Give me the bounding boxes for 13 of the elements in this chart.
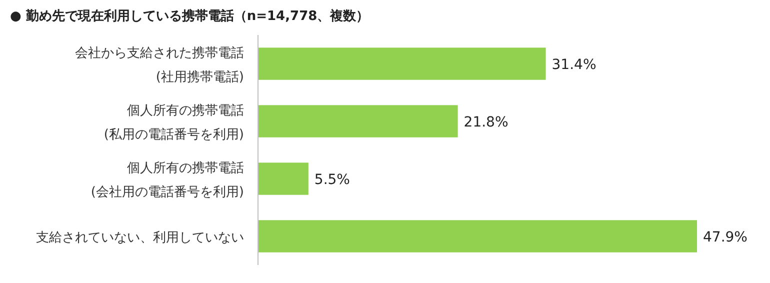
bar <box>258 220 697 252</box>
data-label: 5.5% <box>314 172 350 188</box>
data-label: 21.8% <box>464 114 508 130</box>
chart-title: ● 勤め先で現在利用している携帯電話（n=14,778、複数） <box>10 8 370 24</box>
y-tick-label: 支給されていない、利用していない <box>36 230 244 246</box>
bar <box>258 105 458 138</box>
y-tick-label: 個人所有の携帯電話 (私用の電話番号を利用) <box>104 103 244 142</box>
bar <box>258 162 308 195</box>
y-tick-label: 会社から支給された携帯電話 (社用携帯電話) <box>75 46 244 85</box>
bar <box>258 48 546 80</box>
data-label: 31.4% <box>552 56 596 73</box>
data-label: 47.9% <box>703 229 748 246</box>
y-tick-label: 個人所有の携帯電話 (会社用の電話番号を利用) <box>90 160 244 200</box>
